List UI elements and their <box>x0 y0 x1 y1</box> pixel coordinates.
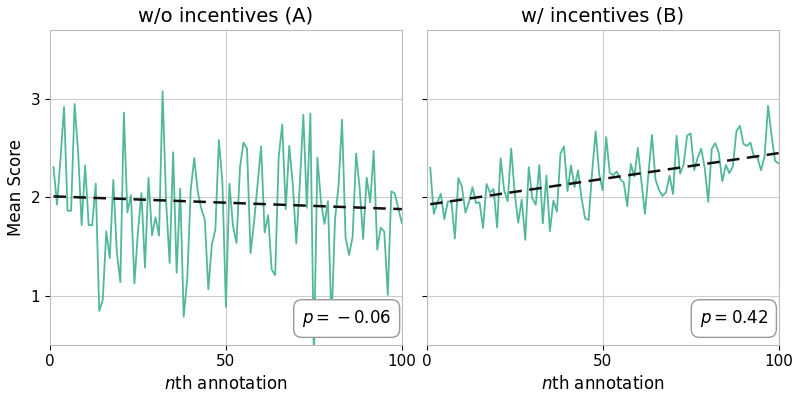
X-axis label: $n$th annotation: $n$th annotation <box>164 375 288 393</box>
Text: $p = 0.42$: $p = 0.42$ <box>700 308 768 329</box>
Y-axis label: Mean Score: Mean Score <box>7 139 25 236</box>
X-axis label: $n$th annotation: $n$th annotation <box>541 375 664 393</box>
Title: w/o incentives (A): w/o incentives (A) <box>138 7 314 26</box>
Title: w/ incentives (B): w/ incentives (B) <box>521 7 684 26</box>
Text: $p = −0.06$: $p = −0.06$ <box>302 308 391 329</box>
